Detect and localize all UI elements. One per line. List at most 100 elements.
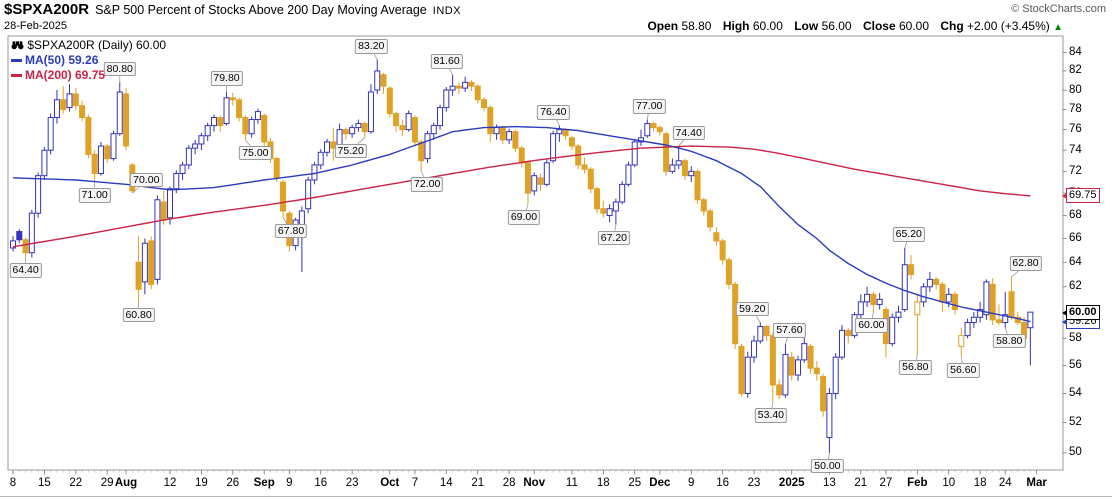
candle-body xyxy=(242,117,249,135)
candle-body xyxy=(820,375,827,412)
candle-body xyxy=(952,293,958,311)
chg-value: +2.00 (+3.45%) xyxy=(967,19,1050,33)
candle-body xyxy=(204,125,211,137)
price-label: 56.80 xyxy=(899,360,932,375)
chart-legend: $SPXA200R (Daily) 60.00 MA(50) 59.26 MA(… xyxy=(11,38,166,83)
price-label: 75.00 xyxy=(239,145,272,161)
x-tick-label: 22 xyxy=(69,477,83,489)
candle-body xyxy=(487,107,494,135)
candle-body xyxy=(908,264,915,275)
candle-body xyxy=(568,137,575,147)
candle-body xyxy=(481,99,487,109)
ma200-line xyxy=(12,145,1031,248)
x-tick-label: 8 xyxy=(9,477,17,489)
candle-body xyxy=(977,309,984,318)
candle-body xyxy=(581,164,588,170)
binoculars-icon xyxy=(11,41,24,50)
price-label: 72.00 xyxy=(411,177,444,192)
candle-body xyxy=(60,99,67,111)
candle-body xyxy=(355,123,362,129)
price-label: 60.80 xyxy=(122,307,155,323)
candle-body xyxy=(675,160,682,166)
candle-body xyxy=(298,210,305,226)
x-tick-label: 12 xyxy=(163,477,177,489)
candle-body xyxy=(342,129,349,135)
x-tick-label: 15 xyxy=(37,477,51,489)
candle-body xyxy=(493,127,500,135)
label-pointer xyxy=(1011,270,1019,278)
candle-body xyxy=(411,117,418,143)
legend-ma200-row: MA(200) 69.75 xyxy=(11,68,166,83)
candle-body xyxy=(995,319,1002,323)
price-label: 79.80 xyxy=(210,71,243,86)
ma200-axis-tag: 69.75 xyxy=(1062,188,1100,204)
candle-body xyxy=(248,119,255,135)
open-label: Open xyxy=(647,19,679,33)
candle-body xyxy=(66,93,73,109)
candle-body xyxy=(443,89,450,109)
candle-body xyxy=(198,135,205,145)
candle-body xyxy=(813,367,820,375)
candle-body xyxy=(53,99,60,119)
x-tick-label: 16 xyxy=(314,477,328,489)
x-tick-label: 23 xyxy=(747,477,761,489)
x-tick-label: Feb xyxy=(907,477,928,489)
candle-body xyxy=(543,162,550,185)
page-title: S&P 500 Percent of Stocks Above 200 Day … xyxy=(95,3,427,17)
candle-body xyxy=(738,345,745,394)
low-value: 56.00 xyxy=(821,19,852,33)
candle-body xyxy=(85,117,92,155)
label-pointer xyxy=(828,452,830,459)
candle-body xyxy=(261,115,268,143)
chg-label: Chg xyxy=(940,19,964,33)
x-tick-label: 27 xyxy=(879,477,893,489)
x-tick-label: Mar xyxy=(1026,477,1047,489)
y-tick-label: 72 xyxy=(1069,164,1082,177)
x-tick-label: 13 xyxy=(822,477,836,489)
candle-body xyxy=(324,141,330,153)
candle-body xyxy=(123,93,130,147)
price-label: 71.00 xyxy=(78,188,111,203)
candle-body xyxy=(782,353,789,396)
candle-body xyxy=(895,311,902,318)
candle-body xyxy=(437,107,444,127)
candle-body xyxy=(35,175,42,214)
candle-body xyxy=(449,85,456,91)
label-pointer xyxy=(282,217,288,224)
candle-body xyxy=(468,81,475,87)
x-tick-label: Aug xyxy=(114,477,138,489)
y-tick-label: 82 xyxy=(1069,64,1082,77)
candle-body xyxy=(933,278,940,285)
candle-body xyxy=(386,87,393,115)
y-tick-label: 84 xyxy=(1069,45,1082,58)
candle-body xyxy=(763,325,770,337)
y-tick-label: 50 xyxy=(1069,446,1082,459)
plot-border xyxy=(7,35,1064,471)
candle-body xyxy=(10,240,16,249)
ma50-line xyxy=(12,125,1031,323)
candle-body xyxy=(97,145,104,175)
last-axis-tag: 60.00 xyxy=(1062,304,1100,320)
candle-body xyxy=(1008,291,1015,318)
close-label: Close xyxy=(862,19,896,33)
candle-body xyxy=(22,239,29,254)
candle-body xyxy=(983,281,990,316)
x-tick-label: 21 xyxy=(854,477,868,489)
x-tick-label: 29 xyxy=(100,477,114,489)
candle-body xyxy=(619,183,626,203)
candle-body xyxy=(462,81,469,89)
candle-body xyxy=(254,111,261,121)
candle-body xyxy=(725,259,732,285)
y-tick-label: 62 xyxy=(1069,280,1082,293)
x-tick-label: 14 xyxy=(439,477,453,489)
y-tick-label: 76 xyxy=(1069,123,1082,136)
candle-body xyxy=(506,131,513,141)
candle-body xyxy=(870,293,877,305)
x-tick-label: 18 xyxy=(973,477,987,489)
candle-body xyxy=(926,278,933,288)
price-label: 62.80 xyxy=(1009,256,1042,271)
high-label: High xyxy=(722,19,750,33)
chart-header: $SPXA200R S&P 500 Percent of Stocks Above… xyxy=(4,1,461,19)
candle-body xyxy=(317,151,324,166)
candle-body xyxy=(920,286,927,303)
